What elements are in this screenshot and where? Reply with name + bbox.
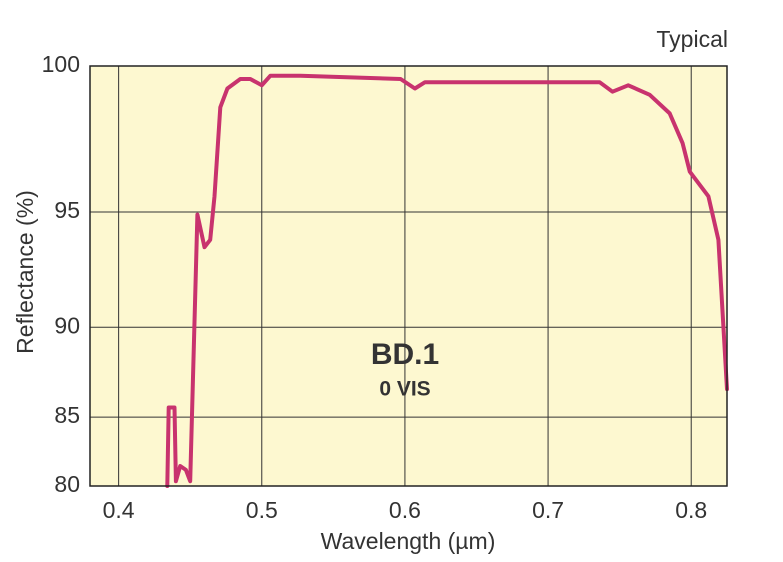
data-line bbox=[165, 73, 729, 488]
y-tick-label: 90 bbox=[54, 312, 80, 338]
x-tick-label: 0.8 bbox=[675, 497, 707, 523]
y-axis-label: Reflectance (%) bbox=[12, 190, 38, 354]
x-tick-label: 0.7 bbox=[532, 497, 564, 523]
annotation-sub: 0 VIS bbox=[379, 378, 430, 401]
y-tick-label: 100 bbox=[42, 51, 80, 77]
x-tick-label: 0.5 bbox=[246, 497, 278, 523]
y-tick-label: 85 bbox=[54, 402, 80, 428]
y-tick-label: 95 bbox=[54, 197, 80, 223]
annotation: BD.1 bbox=[371, 338, 439, 371]
y-tick-label: 80 bbox=[54, 471, 80, 497]
marks bbox=[165, 73, 729, 488]
x-axis-label: Wavelength (µm) bbox=[321, 528, 496, 554]
plot-area bbox=[90, 66, 727, 486]
x-tick-label: 0.6 bbox=[389, 497, 421, 523]
corner-note: Typical bbox=[656, 26, 728, 52]
plot-frame bbox=[89, 65, 728, 487]
x-tick-label: 0.4 bbox=[103, 497, 135, 523]
